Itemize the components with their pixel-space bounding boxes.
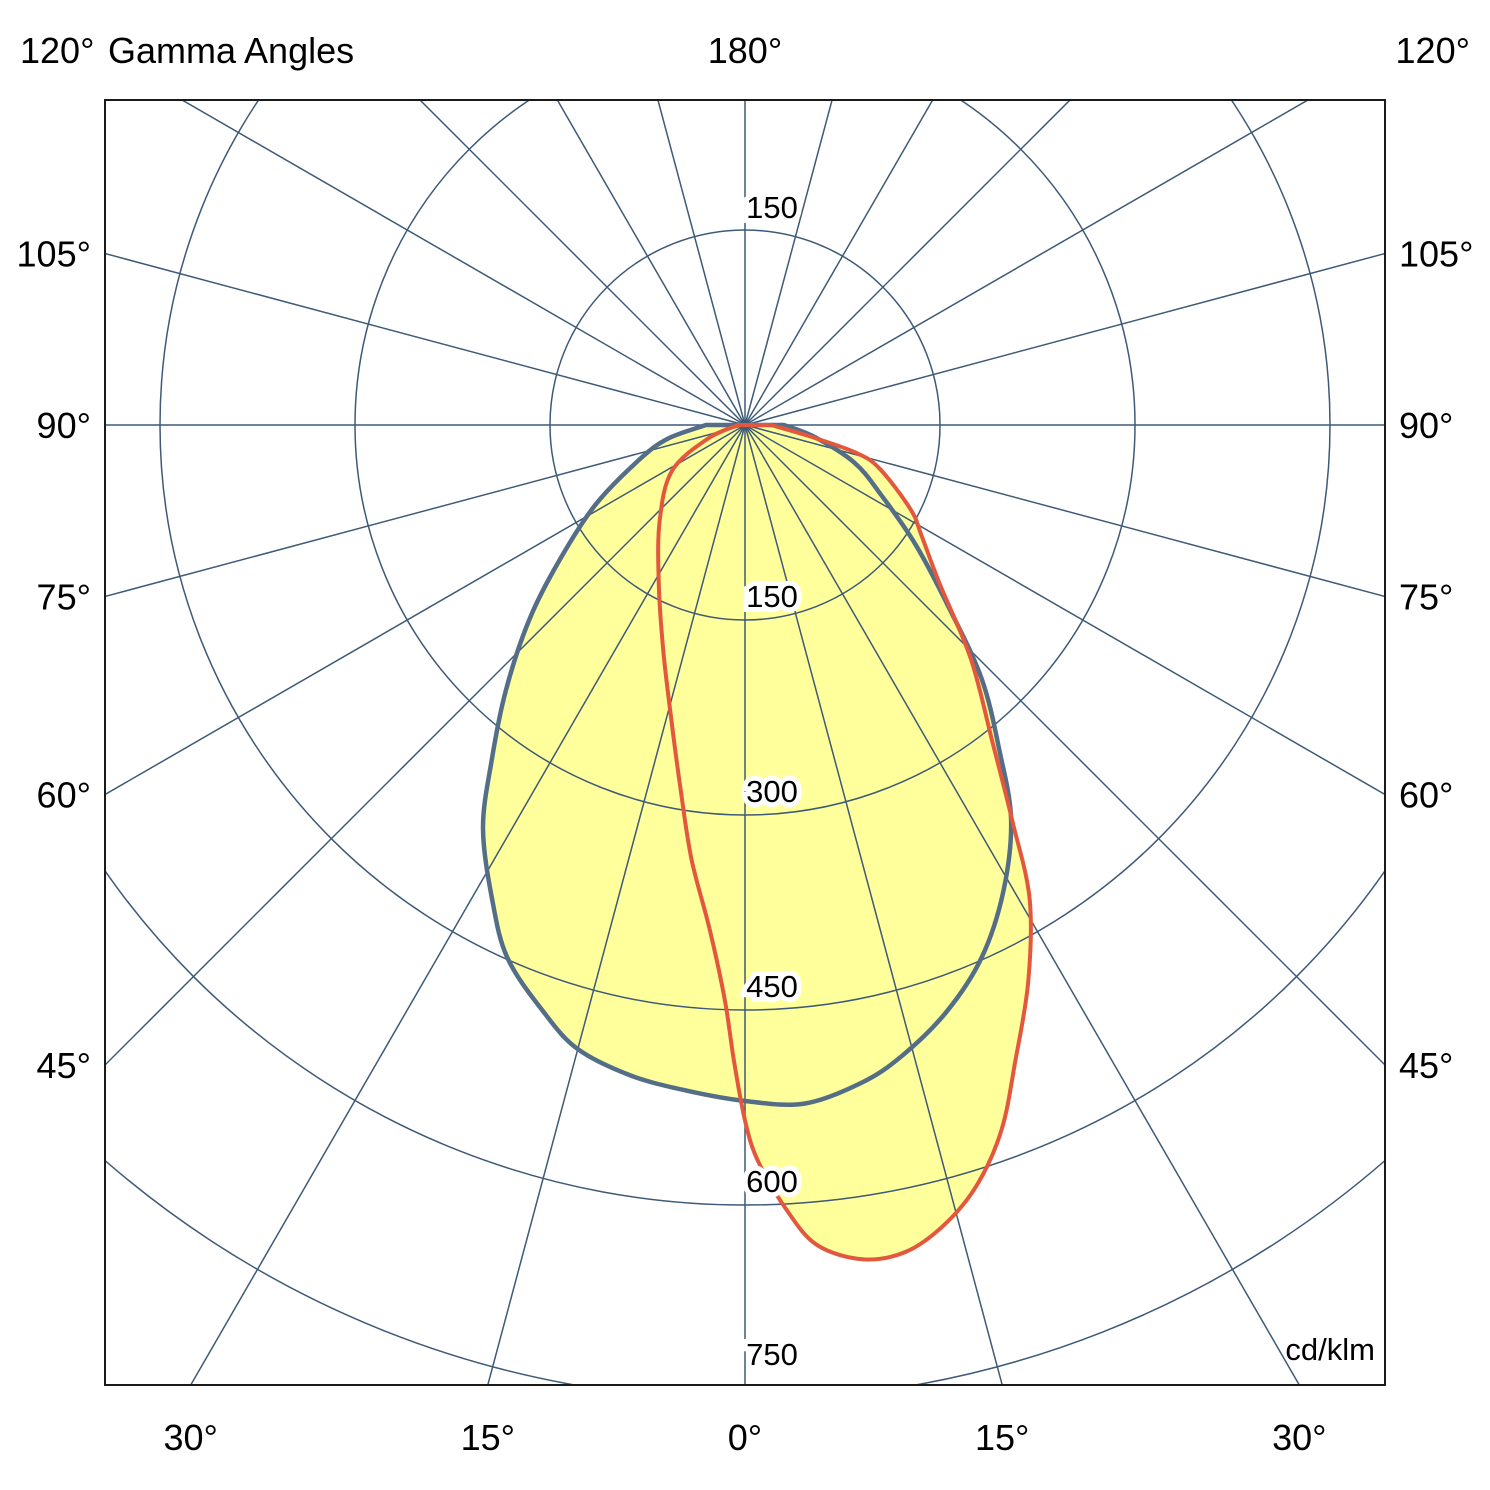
angle-label-left: 60° xyxy=(37,775,91,816)
angle-label-bottom: 15° xyxy=(461,1417,515,1458)
angle-label-left: 105° xyxy=(17,234,91,275)
angle-label-right: 90° xyxy=(1399,405,1453,446)
angle-label-right: 75° xyxy=(1399,577,1453,618)
grid-ray xyxy=(744,424,1385,1067)
angle-label-bottom: 30° xyxy=(163,1417,217,1458)
angle-label-120-left: 120° xyxy=(20,30,95,71)
radial-tick-label: 300 xyxy=(746,774,798,809)
radial-tick-label-upper: 150 xyxy=(746,190,798,225)
series-fill-curve-accent xyxy=(658,425,1031,1260)
angle-label-180: 180° xyxy=(707,30,783,71)
radial-tick-label: 150 xyxy=(746,579,798,614)
grid-ray xyxy=(105,424,746,598)
angle-label-bottom: 15° xyxy=(975,1417,1029,1458)
grid-ray xyxy=(180,100,746,426)
angle-label-right: 45° xyxy=(1399,1045,1453,1086)
series-curves xyxy=(480,422,1033,1262)
grid-ray xyxy=(189,424,746,1385)
grid-ray xyxy=(418,100,746,426)
grid-ray xyxy=(556,100,746,426)
plot-border xyxy=(104,99,1386,1386)
bottom-angle-labels: 30° 15° 0° 15° 30° xyxy=(163,1417,1326,1458)
grid-ray xyxy=(105,424,746,1067)
radial-tick-label: 750 xyxy=(746,1337,798,1372)
grid-ray xyxy=(487,424,746,1385)
angle-label-right: 60° xyxy=(1399,775,1453,816)
angle-label-bottom: 0° xyxy=(728,1417,762,1458)
grid-ray xyxy=(744,100,934,426)
angle-label-left: 75° xyxy=(37,577,91,618)
grid-ray xyxy=(744,252,1385,426)
grid-ray xyxy=(744,424,1301,1385)
angle-label-left: 45° xyxy=(37,1045,91,1086)
series-fills xyxy=(482,425,1031,1260)
grid-ray xyxy=(657,100,746,426)
angle-label-left: 90° xyxy=(37,405,91,446)
unit-label: cd/klm xyxy=(1285,1332,1375,1367)
radial-tick-label: 600 xyxy=(746,1164,798,1199)
radial-tick-labels: 150 150 300 450 600 750 xyxy=(741,185,803,1377)
grid-ray xyxy=(105,252,746,426)
side-angle-labels: 105° 105° 90° 90° 75° 75° 60° 60° 45° 45° xyxy=(17,234,1474,1087)
grid-ray xyxy=(105,424,746,796)
radial-tick-label: 450 xyxy=(746,969,798,1004)
grid-ray xyxy=(744,100,833,426)
curve-accent xyxy=(656,423,1033,1262)
angle-label-120-right: 120° xyxy=(1395,30,1470,71)
grid-ray xyxy=(744,424,1003,1385)
grid-ray xyxy=(744,424,1385,796)
chart-title: Gamma Angles xyxy=(108,30,355,71)
grid-ray xyxy=(744,424,1385,598)
angle-label-right: 105° xyxy=(1399,234,1473,275)
grid-ray xyxy=(744,100,1072,426)
grid-ray xyxy=(744,100,1310,426)
angle-label-bottom: 30° xyxy=(1272,1417,1326,1458)
